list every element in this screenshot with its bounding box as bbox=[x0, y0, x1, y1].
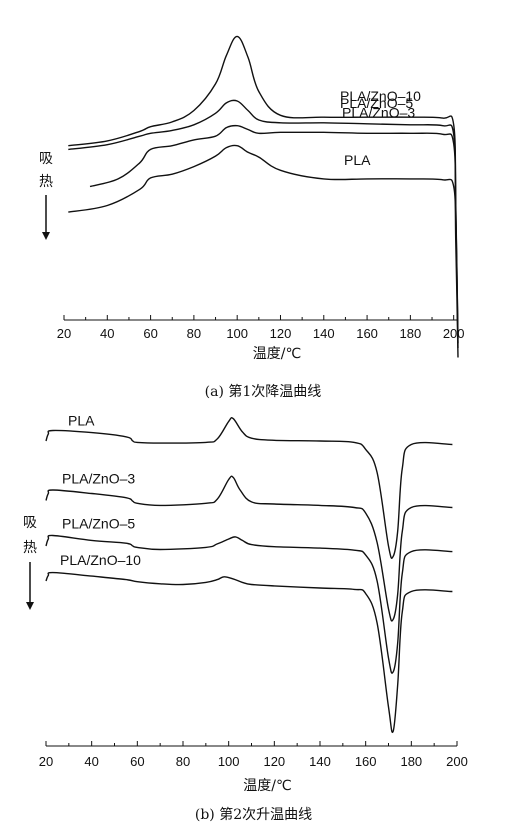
series-line-4 bbox=[68, 144, 459, 358]
series-label: PLA/ZnO–10 bbox=[60, 552, 141, 568]
x-tick-label: 180 bbox=[400, 326, 422, 341]
series-line-1 bbox=[45, 416, 453, 559]
y-axis-label-char: 热 bbox=[39, 174, 53, 190]
x-tick-label: 140 bbox=[313, 326, 335, 341]
x-tick-label: 80 bbox=[187, 326, 201, 341]
x-tick-label: 20 bbox=[57, 326, 71, 341]
series-line-2 bbox=[68, 99, 459, 344]
x-tick-label: 140 bbox=[309, 754, 331, 769]
x-tick-label: 40 bbox=[100, 326, 114, 341]
series-line-3 bbox=[45, 534, 453, 674]
x-tick-label: 100 bbox=[226, 326, 248, 341]
x-tick-label: 200 bbox=[443, 326, 465, 341]
y-axis-label-char: 热 bbox=[23, 540, 37, 556]
x-tick-label: 160 bbox=[356, 326, 378, 341]
x-tick-label: 40 bbox=[84, 754, 98, 769]
x-tick-label: 120 bbox=[270, 326, 292, 341]
series-label: PLA/ZnO–10 bbox=[340, 88, 421, 104]
y-axis-label-char: 吸 bbox=[23, 515, 37, 531]
series-line-3 bbox=[89, 124, 459, 349]
panel-caption: (a) 第1次降温曲线 bbox=[205, 383, 322, 400]
y-axis-label-char: 吸 bbox=[39, 151, 53, 167]
series-label: PLA/ZnO–5 bbox=[62, 515, 135, 531]
x-tick-label: 180 bbox=[400, 754, 422, 769]
x-tick-label: 120 bbox=[263, 754, 285, 769]
x-axis-label: 温度/℃ bbox=[243, 778, 291, 794]
x-tick-label: 80 bbox=[176, 754, 190, 769]
series-line-1 bbox=[68, 35, 459, 339]
series-label: PLA bbox=[344, 152, 371, 168]
panel-a-cooling-curves: 20 40 60 80 100 120 140 160 180 200 温度/℃ (a) 第1次降温曲… bbox=[39, 35, 465, 400]
x-tick-label: 100 bbox=[218, 754, 240, 769]
series-label: PLA/ZnO–3 bbox=[62, 471, 135, 487]
panel-b-heating-curves: 20 40 60 80 100 120 140 160 180 200 温度/℃ (b) 第2次升温曲… bbox=[23, 413, 468, 823]
series-label: PLA/ZnO–5 bbox=[340, 95, 413, 111]
x-tick-label: 60 bbox=[130, 754, 144, 769]
x-tick-label: 20 bbox=[39, 754, 53, 769]
x-tick-label: 200 bbox=[446, 754, 468, 769]
x-tick-label: 60 bbox=[143, 326, 157, 341]
series-line-4 bbox=[45, 571, 453, 734]
series-line-2 bbox=[45, 475, 453, 622]
x-axis-label: 温度/℃ bbox=[253, 346, 301, 362]
panel-caption: (b) 第2次升温曲线 bbox=[195, 806, 312, 823]
series-label: PLA/ZnO–3 bbox=[342, 104, 415, 120]
x-tick-label: 160 bbox=[355, 754, 377, 769]
endotherm-arrow-head-icon bbox=[26, 602, 34, 610]
series-label: PLA bbox=[68, 413, 95, 429]
endotherm-arrow-head-icon bbox=[42, 232, 50, 240]
